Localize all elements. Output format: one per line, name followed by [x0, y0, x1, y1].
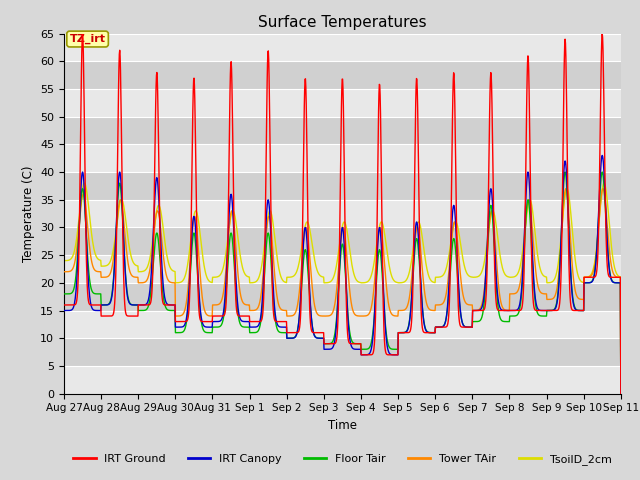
Title: Surface Temperatures: Surface Temperatures: [258, 15, 427, 30]
Bar: [64, 338, 621, 366]
Bar: [64, 283, 621, 311]
Bar: [64, 34, 621, 61]
Bar: [64, 311, 621, 338]
Bar: [64, 255, 621, 283]
Bar: [64, 200, 621, 228]
Legend: IRT Ground, IRT Canopy, Floor Tair, Tower TAir, TsoilD_2cm: IRT Ground, IRT Canopy, Floor Tair, Towe…: [69, 450, 616, 469]
Bar: [64, 366, 621, 394]
Bar: [64, 61, 621, 89]
Bar: [64, 172, 621, 200]
Bar: [64, 117, 621, 144]
X-axis label: Time: Time: [328, 419, 357, 432]
Bar: [64, 228, 621, 255]
Bar: [64, 144, 621, 172]
Bar: [64, 89, 621, 117]
Y-axis label: Temperature (C): Temperature (C): [22, 165, 35, 262]
Text: TZ_irt: TZ_irt: [70, 34, 106, 44]
